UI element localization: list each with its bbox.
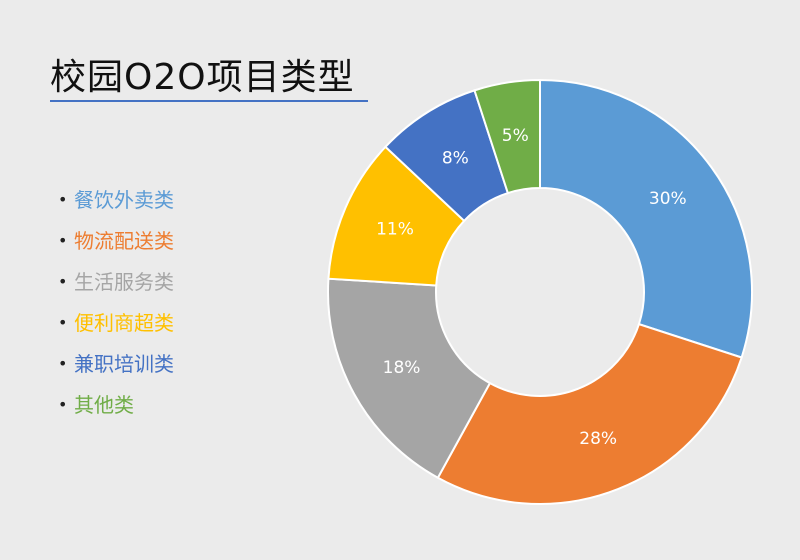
data-label-3: 18% <box>383 358 421 378</box>
legend-label: 便利商超类 <box>74 311 174 335</box>
legend-bullet: • <box>58 231 68 250</box>
legend-bullet: • <box>58 190 68 209</box>
legend-label: 餐饮外卖类 <box>74 188 174 212</box>
donut-slice-2 <box>436 322 743 505</box>
legend-label: 兼职培训类 <box>74 352 174 376</box>
donut-slice-6 <box>473 78 541 195</box>
chart-legend: • 餐饮外卖类 • 物流配送类 • 生活服务类 • 便利商超类 • 兼职培训类 … <box>58 186 174 432</box>
legend-item: • 其他类 <box>58 391 174 432</box>
legend-label: 物流配送类 <box>74 229 174 253</box>
data-label-5: 8% <box>442 149 469 169</box>
legend-bullet: • <box>58 354 68 373</box>
donut-slice-3 <box>327 277 492 480</box>
data-label-4: 11% <box>376 219 414 239</box>
legend-label: 生活服务类 <box>74 270 174 294</box>
legend-item: • 餐饮外卖类 <box>58 186 174 227</box>
legend-bullet: • <box>58 313 68 332</box>
legend-bullet: • <box>58 395 68 414</box>
legend-item: • 生活服务类 <box>58 268 174 309</box>
donut-slice-1 <box>539 78 753 359</box>
legend-bullet: • <box>58 272 68 291</box>
legend-item: • 便利商超类 <box>58 309 174 350</box>
legend-item: • 兼职培训类 <box>58 350 174 391</box>
data-label-1: 30% <box>649 189 687 209</box>
data-label-2: 28% <box>579 429 617 449</box>
title-underline <box>50 100 368 102</box>
data-label-6: 5% <box>502 126 529 146</box>
legend-label: 其他类 <box>74 393 134 417</box>
legend-item: • 物流配送类 <box>58 227 174 268</box>
chart-title: 校园O2O项目类型 <box>50 57 355 98</box>
